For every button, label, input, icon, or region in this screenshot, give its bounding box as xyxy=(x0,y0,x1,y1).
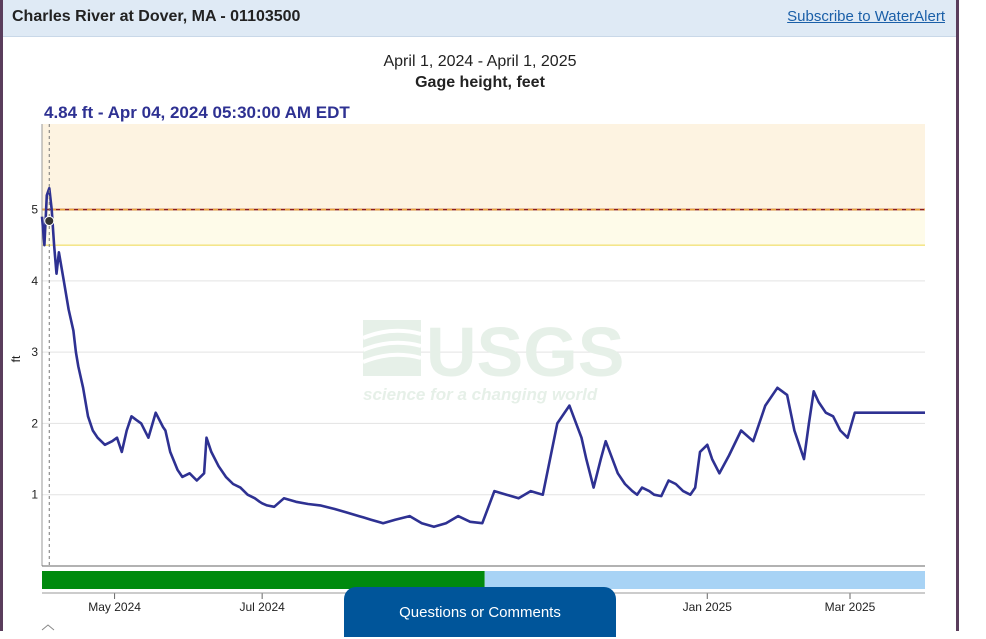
watermark-tagline: science for a changing world xyxy=(363,385,598,404)
x-tick-label: Jan 2025 xyxy=(683,600,733,614)
y-tick-label: 5 xyxy=(31,203,38,217)
series-line[interactable] xyxy=(40,186,925,529)
provisional-data-bar[interactable] xyxy=(484,571,925,589)
y-tick-label: 2 xyxy=(31,416,38,430)
usgs-wave-logo-icon xyxy=(362,320,422,376)
y-tick-label: 4 xyxy=(31,274,38,288)
watermark-usgs: USGS xyxy=(426,313,624,391)
chart-title: Gage height, feet xyxy=(415,74,545,91)
highlight-point[interactable] xyxy=(44,215,55,226)
tooltip-readout: 4.84 ft - Apr 04, 2024 05:30:00 AM EDT xyxy=(44,103,350,122)
y-axis-label: ft xyxy=(9,355,23,362)
right-border xyxy=(956,0,959,631)
scroll-up-chevron-icon[interactable] xyxy=(41,624,55,631)
gage-height-chart[interactable]: USGS science for a changing world 12345 … xyxy=(0,0,960,631)
subscribe-wateralert-link[interactable]: Subscribe to WaterAlert xyxy=(787,8,945,25)
x-tick-label: May 2024 xyxy=(88,600,141,614)
site-title: Charles River at Dover, MA - 01103500 xyxy=(12,8,301,25)
y-tick-label: 3 xyxy=(31,345,38,359)
x-tick-label: Jul 2024 xyxy=(239,600,285,614)
chart-date-range: April 1, 2024 - April 1, 2025 xyxy=(383,53,577,70)
action-band xyxy=(42,209,925,246)
questions-comments-button[interactable]: Questions or Comments xyxy=(344,587,616,637)
usgs-watermark: USGS science for a changing world xyxy=(362,313,624,404)
left-border xyxy=(0,0,3,631)
site-header: Charles River at Dover, MA - 01103500 Su… xyxy=(3,0,956,37)
x-tick-label: Mar 2025 xyxy=(825,600,876,614)
y-tick-label: 1 xyxy=(31,488,38,502)
flood-band xyxy=(42,124,925,210)
approved-data-bar[interactable] xyxy=(42,571,485,589)
